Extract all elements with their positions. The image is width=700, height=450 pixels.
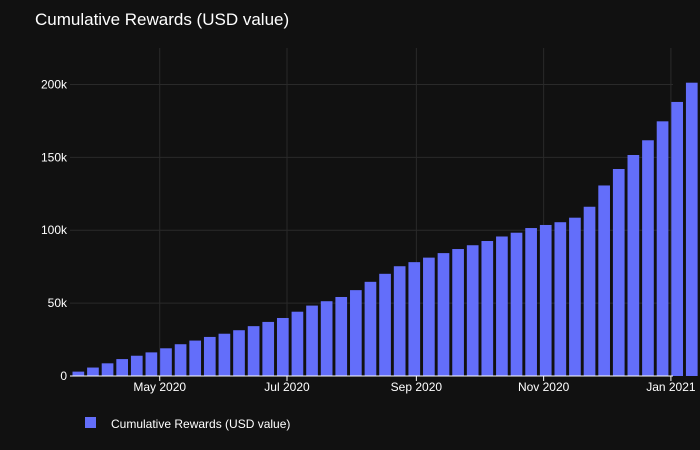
bar[interactable]: [656, 121, 669, 376]
bar[interactable]: [72, 371, 85, 376]
bar[interactable]: [145, 352, 158, 376]
bar[interactable]: [569, 217, 581, 376]
legend-swatch[interactable]: [85, 417, 96, 428]
bar[interactable]: [335, 296, 348, 376]
bar[interactable]: [685, 82, 698, 376]
chart-title: Cumulative Rewards (USD value): [35, 10, 289, 29]
bar[interactable]: [452, 249, 464, 376]
bar[interactable]: [101, 363, 114, 376]
bar[interactable]: [350, 290, 362, 376]
bar[interactable]: [393, 266, 406, 376]
bar[interactable]: [583, 206, 596, 376]
bar[interactable]: [408, 262, 421, 376]
bar[interactable]: [306, 305, 318, 376]
bar[interactable]: [116, 359, 129, 376]
y-tick-label: 100k: [41, 223, 68, 237]
y-axis: 0 50k 100k 150k 200k: [41, 77, 68, 383]
bar[interactable]: [160, 348, 172, 376]
legend[interactable]: Cumulative Rewards (USD value): [85, 417, 290, 431]
bar[interactable]: [423, 257, 435, 376]
bar[interactable]: [481, 241, 494, 376]
bar[interactable]: [276, 317, 289, 376]
bar[interactable]: [510, 232, 523, 376]
y-tick-label: 200k: [41, 77, 68, 91]
bar[interactable]: [218, 333, 231, 376]
bar[interactable]: [233, 330, 245, 376]
bar[interactable]: [364, 281, 377, 376]
bar[interactable]: [189, 340, 202, 376]
x-axis: May 2020 Jul 2020 Sep 2020 Nov 2020 Jan 2021: [70, 375, 696, 394]
bar[interactable]: [247, 326, 260, 376]
bar[interactable]: [87, 367, 99, 376]
bar[interactable]: [320, 301, 333, 376]
bar[interactable]: [627, 155, 640, 376]
bar[interactable]: [174, 344, 187, 376]
y-tick-label: 50k: [48, 296, 68, 310]
y-tick-label: 150k: [41, 150, 68, 164]
bars: [72, 82, 698, 376]
bar[interactable]: [130, 355, 143, 376]
bar[interactable]: [525, 228, 537, 376]
bar[interactable]: [671, 101, 684, 376]
x-tick-label: Nov 2020: [518, 380, 570, 394]
bar[interactable]: [612, 168, 625, 376]
bar[interactable]: [642, 140, 654, 376]
x-tick-label: Jan 2021: [646, 380, 696, 394]
bar[interactable]: [539, 224, 552, 376]
x-tick-label: Sep 2020: [391, 380, 443, 394]
y-tick-label: 0: [60, 369, 67, 383]
bar[interactable]: [554, 222, 567, 376]
bar[interactable]: [598, 185, 610, 376]
bar[interactable]: [203, 336, 216, 376]
bar[interactable]: [466, 245, 479, 376]
legend-label[interactable]: Cumulative Rewards (USD value): [111, 417, 290, 431]
bar[interactable]: [437, 253, 450, 376]
bar[interactable]: [291, 311, 304, 376]
bar[interactable]: [379, 273, 391, 376]
bar[interactable]: [496, 236, 508, 376]
bar[interactable]: [262, 321, 275, 376]
x-tick-label: May 2020: [133, 380, 186, 394]
x-tick-label: Jul 2020: [264, 380, 310, 394]
